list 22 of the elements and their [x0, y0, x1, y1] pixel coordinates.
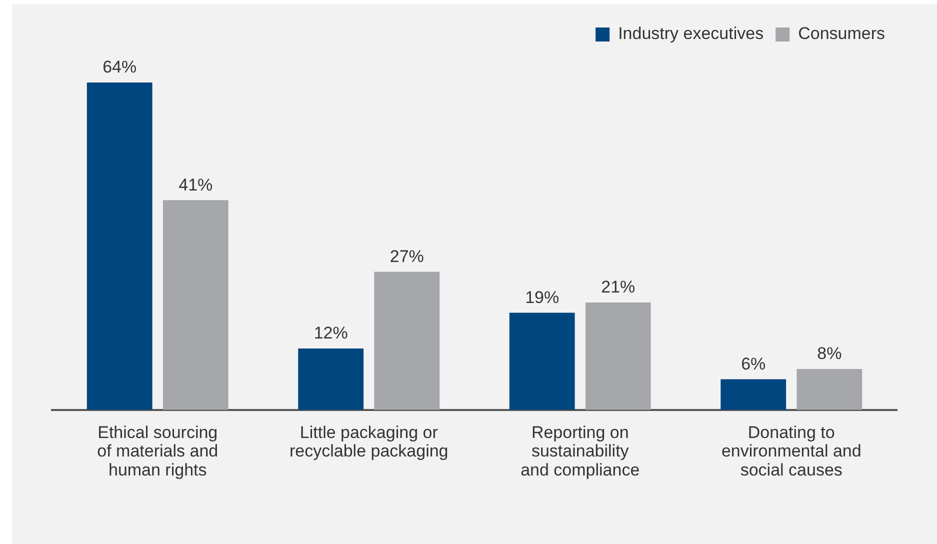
- bar: [796, 368, 862, 410]
- data-label: 27%: [390, 246, 424, 266]
- bar: [162, 200, 228, 410]
- data-label: 41%: [178, 175, 213, 194]
- bar: [374, 272, 440, 410]
- bar: [86, 82, 152, 410]
- data-label: 12%: [314, 324, 348, 343]
- legend-label: Industry executives: [618, 24, 764, 44]
- bar: [509, 312, 575, 410]
- data-label: 64%: [102, 58, 137, 77]
- bar: [298, 348, 364, 410]
- data-label: 8%: [817, 344, 842, 364]
- data-label: 19%: [525, 288, 560, 307]
- x-tick-label: Reporting on sustainability and compliance: [520, 422, 640, 480]
- data-label: 21%: [601, 278, 636, 297]
- bar: [585, 302, 651, 410]
- bar: [720, 379, 786, 410]
- legend-label: Consumers: [798, 24, 886, 44]
- x-tick-label: Little packaging or recyclable packaging: [289, 422, 448, 461]
- data-label: 6%: [741, 354, 766, 374]
- x-tick-label: Ethical sourcing of materials and human rights: [97, 422, 218, 480]
- x-tick-label: Donating to environmental and social causes: [721, 422, 862, 480]
